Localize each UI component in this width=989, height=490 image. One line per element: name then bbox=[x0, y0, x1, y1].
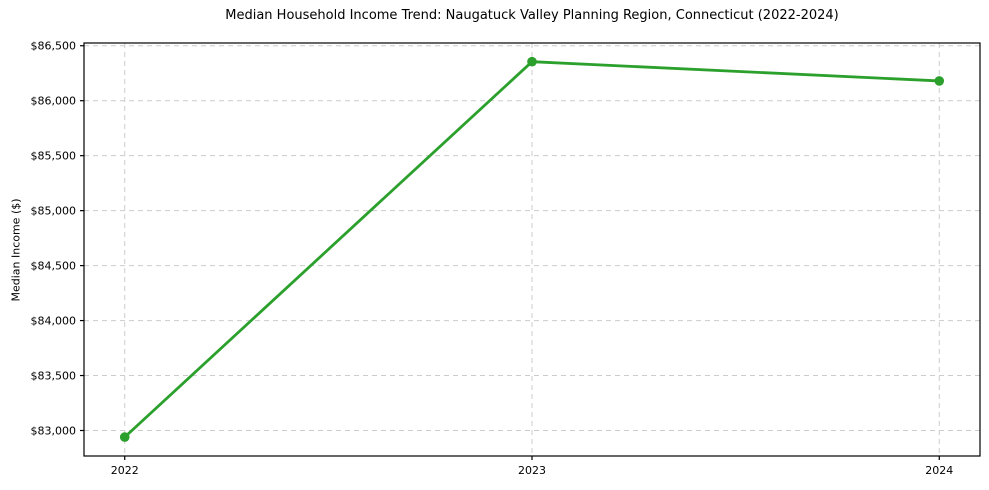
y-tick-label: $86,000 bbox=[31, 95, 77, 108]
x-tick-label: 2022 bbox=[111, 464, 139, 477]
y-tick-label: $84,000 bbox=[31, 314, 77, 327]
x-tick-label: 2023 bbox=[518, 464, 546, 477]
y-tick-label: $85,500 bbox=[31, 149, 77, 162]
x-tick-label: 2024 bbox=[925, 464, 953, 477]
y-tick-label: $84,500 bbox=[31, 259, 77, 272]
y-tick-label: $85,000 bbox=[31, 204, 77, 217]
data-point-2022 bbox=[119, 432, 130, 442]
y-tick-label: $83,500 bbox=[31, 369, 77, 382]
y-tick-label: $86,500 bbox=[31, 40, 77, 53]
data-point-2024 bbox=[934, 76, 945, 86]
chart-title: Median Household Income Trend: Naugatuck… bbox=[225, 8, 839, 23]
axes-spines bbox=[83, 42, 981, 457]
data-point-2023 bbox=[527, 56, 537, 67]
y-tick-label: $83,000 bbox=[31, 424, 77, 437]
